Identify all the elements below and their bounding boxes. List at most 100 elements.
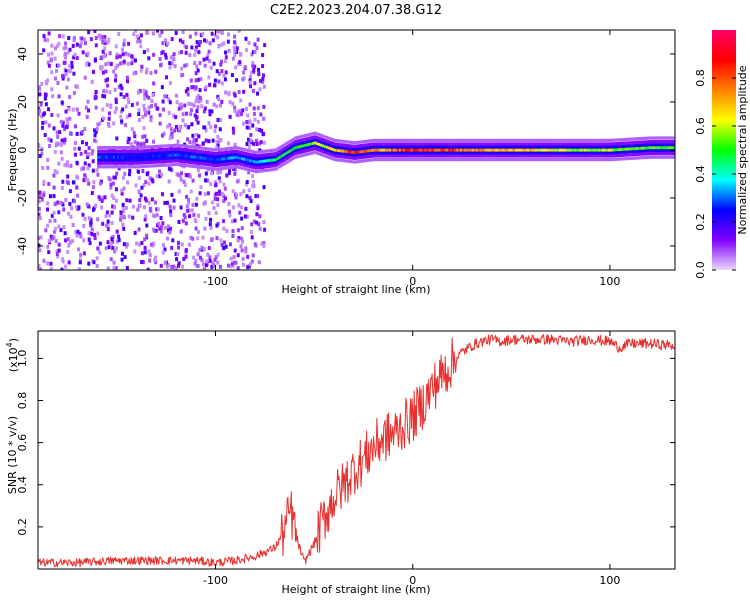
- heatmap-cell: [377, 151, 380, 155]
- heatmap-cell: [392, 158, 396, 162]
- heatmap-cell: [623, 141, 626, 145]
- heatmap-cell: [170, 156, 173, 160]
- heatmap-cell: [245, 155, 248, 159]
- heatmap-cell: [335, 151, 338, 155]
- heatmap-cell: [141, 169, 145, 174]
- heatmap-cell: [609, 158, 613, 162]
- heatmap-cell: [389, 148, 392, 152]
- heatmap-cell: [216, 252, 220, 257]
- heatmap-cell: [149, 104, 153, 109]
- heatmap-cell: [357, 144, 360, 148]
- heatmap-cell: [239, 205, 243, 210]
- heatmap-cell: [436, 154, 439, 158]
- heatmap-cell: [195, 64, 199, 69]
- heatmap-cell: [231, 228, 235, 233]
- heatmap-cell: [108, 152, 112, 156]
- heatmap-cell: [515, 151, 518, 155]
- heatmap-cell: [596, 154, 599, 158]
- heatmap-cell: [337, 148, 340, 153]
- heatmap-cell: [38, 216, 42, 221]
- heatmap-cell: [558, 145, 561, 149]
- heatmap-cell: [554, 148, 557, 152]
- heatmap-cell: [249, 132, 253, 137]
- heatmap-cell: [367, 149, 370, 153]
- heatmap-cell: [469, 158, 473, 162]
- heatmap-cell: [511, 154, 514, 158]
- heatmap-cell: [99, 158, 102, 162]
- heatmap-cell: [463, 142, 467, 146]
- heatmap-cell: [438, 158, 441, 162]
- heatmap-cell: [179, 150, 183, 154]
- heatmap-cell: [604, 138, 607, 142]
- heatmap-cell: [148, 154, 151, 159]
- heatmap-cell: [142, 183, 146, 188]
- heatmap-cell: [491, 154, 494, 158]
- heatmap-cell: [243, 157, 246, 161]
- heatmap-cell: [130, 155, 133, 159]
- heatmap-cell: [426, 145, 429, 149]
- heatmap-cell: [469, 154, 473, 158]
- heatmap-cell: [181, 72, 185, 77]
- heatmap-cell: [106, 223, 110, 228]
- heatmap-cell: [196, 94, 200, 99]
- heatmap-cell: [302, 153, 305, 157]
- heatmap-cell: [329, 144, 333, 148]
- heatmap-cell: [491, 138, 494, 142]
- heatmap-cell: [375, 138, 378, 142]
- heatmap-cell: [463, 148, 467, 152]
- heatmap-cell: [62, 46, 66, 51]
- heatmap-cell: [247, 125, 251, 130]
- heatmap-cell: [436, 148, 439, 152]
- heatmap-cell: [98, 181, 102, 186]
- heatmap-cell: [207, 245, 211, 250]
- heatmap-cell: [76, 175, 80, 180]
- heatmap-cell: [189, 154, 193, 159]
- heatmap-cell: [503, 142, 506, 146]
- heatmap-cell: [142, 50, 146, 55]
- heatmap-cell: [252, 153, 256, 158]
- heatmap-cell: [615, 138, 619, 142]
- heatmap-cell: [152, 160, 155, 164]
- heatmap-cell: [257, 127, 261, 132]
- heatmap-cell: [513, 154, 516, 158]
- heatmap-cell: [189, 160, 193, 165]
- heatmap-cell: [252, 169, 256, 173]
- heatmap-cell: [398, 142, 402, 146]
- heatmap-cell: [153, 258, 157, 263]
- heatmap-cell: [126, 165, 129, 169]
- heatmap-cell: [233, 105, 237, 110]
- colorbar-tick-label: 0.6: [694, 117, 707, 135]
- heatmap-cell: [240, 112, 244, 117]
- heatmap-cell: [66, 77, 70, 82]
- heatmap-cell: [237, 156, 240, 160]
- heatmap-cell: [286, 153, 289, 157]
- heatmap-cell: [343, 146, 346, 150]
- heatmap-cell: [148, 160, 151, 165]
- heatmap-cell: [143, 217, 147, 222]
- heatmap-cell: [82, 37, 86, 42]
- heatmap-cell: [460, 142, 463, 146]
- heatmap-cell: [465, 142, 469, 146]
- heatmap-cell: [83, 127, 87, 132]
- heatmap-cell: [572, 138, 575, 142]
- heatmap-cell: [107, 121, 111, 126]
- heatmap-cell: [590, 138, 593, 142]
- heatmap-cell: [418, 142, 421, 146]
- heatmap-cell: [176, 159, 179, 163]
- heatmap-cell: [57, 63, 61, 68]
- heatmap-cell: [128, 152, 131, 156]
- heatmap-cell: [106, 219, 110, 224]
- heatmap-cell: [523, 142, 526, 146]
- heatmap-cell: [452, 142, 455, 146]
- heatmap-cell: [132, 131, 136, 136]
- heatmap-cell: [576, 148, 579, 152]
- heatmap-cell: [505, 148, 508, 152]
- heatmap-cell: [170, 192, 174, 197]
- heatmap-cell: [536, 138, 540, 142]
- heatmap-cell: [645, 152, 648, 156]
- heatmap-cell: [112, 121, 116, 126]
- heatmap-cell: [440, 158, 443, 162]
- heatmap-cell: [160, 151, 163, 155]
- heatmap-cell: [489, 151, 492, 155]
- heatmap-cell: [61, 120, 65, 125]
